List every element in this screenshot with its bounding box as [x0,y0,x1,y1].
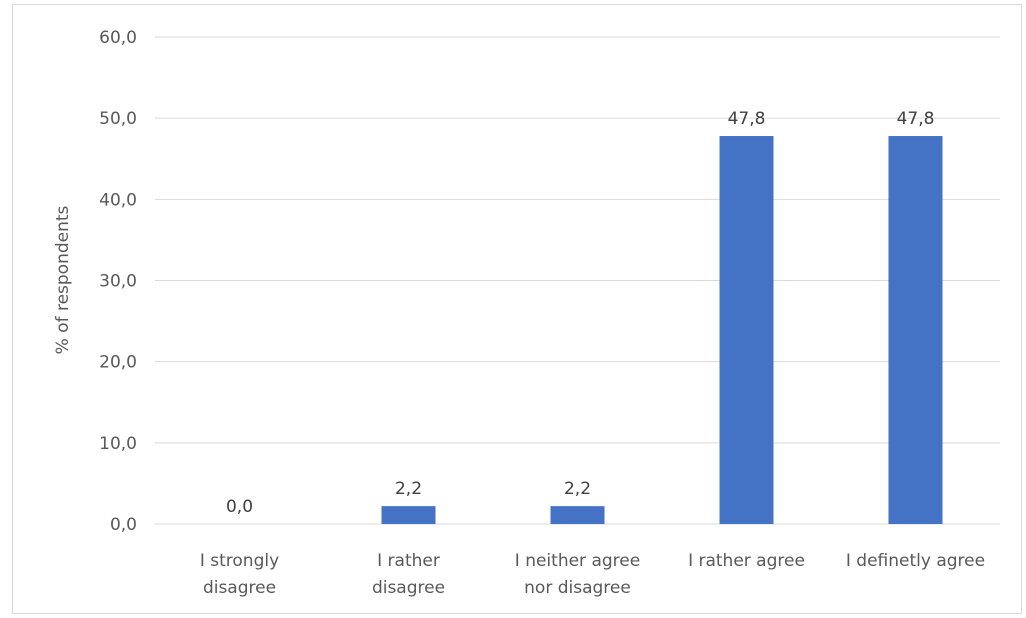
y-tick-labels: 0,0 10,0 20,0 30,0 40,0 50,0 60,0 [99,28,137,535]
bar [719,136,774,525]
data-label: 0,0 [226,497,253,517]
x-category-label: I neither agree nor disagree [515,551,640,598]
x-category-label: I definetly agree [846,551,985,571]
x-category-label: I rather disagree [372,551,445,598]
data-label: 47,8 [897,109,935,129]
bars [381,136,943,525]
data-label: 2,2 [564,479,591,499]
x-category-label: I rather agree [688,551,805,571]
bar [550,506,605,524]
data-labels: 0,0 2,2 2,2 47,8 47,8 [226,109,934,517]
data-label: 47,8 [728,109,766,129]
x-category-label: I strongly disagree [200,551,279,598]
y-tick-label: 30,0 [99,272,137,292]
x-category-labels: I strongly disagree I rather disagree I neit… [200,551,985,598]
bar [888,136,943,525]
bar [381,506,436,524]
y-tick-label: 40,0 [99,190,137,210]
gridlines [155,36,1000,525]
y-tick-label: 10,0 [99,434,137,454]
y-tick-label: 20,0 [99,353,137,373]
data-label: 2,2 [395,479,422,499]
y-axis-title: % of respondents [53,205,73,354]
chart-frame [12,4,1022,614]
y-tick-label: 60,0 [99,28,137,48]
y-tick-label: 0,0 [110,515,137,535]
y-tick-label: 50,0 [99,109,137,129]
